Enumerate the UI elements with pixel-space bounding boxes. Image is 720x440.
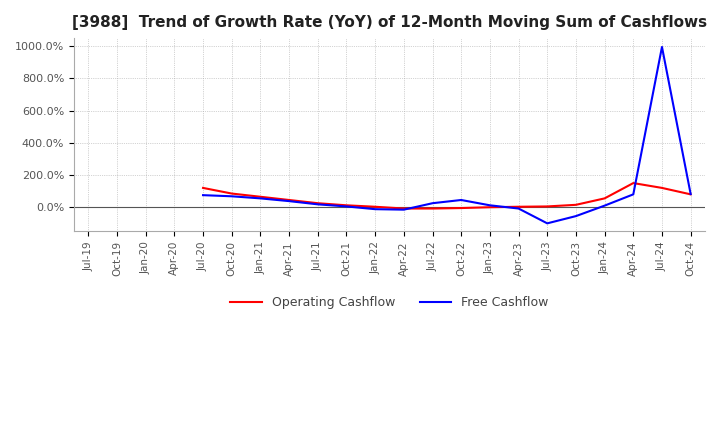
Operating Cashflow [514,204,523,209]
Free Cashflow [600,203,609,208]
Operating Cashflow [457,205,466,211]
Operating Cashflow [199,185,207,191]
Free Cashflow [342,204,351,209]
Operating Cashflow [572,202,580,208]
Free Cashflow [285,198,294,204]
Operating Cashflow [657,185,666,191]
Line: Free Cashflow: Free Cashflow [203,47,690,224]
Operating Cashflow [342,203,351,208]
Title: [3988]  Trend of Growth Rate (YoY) of 12-Month Moving Sum of Cashflows: [3988] Trend of Growth Rate (YoY) of 12-… [72,15,707,30]
Operating Cashflow [600,196,609,201]
Operating Cashflow [313,201,322,206]
Free Cashflow [199,193,207,198]
Free Cashflow [313,202,322,207]
Free Cashflow [686,191,695,197]
Operating Cashflow [543,204,552,209]
Free Cashflow [485,203,494,208]
Free Cashflow [629,192,638,197]
Free Cashflow [400,207,408,212]
Operating Cashflow [285,198,294,203]
Operating Cashflow [428,206,437,211]
Operating Cashflow [686,192,695,197]
Free Cashflow [514,206,523,211]
Free Cashflow [657,44,666,50]
Free Cashflow [371,206,379,212]
Legend: Operating Cashflow, Free Cashflow: Operating Cashflow, Free Cashflow [225,291,554,314]
Free Cashflow [228,194,236,199]
Free Cashflow [457,198,466,203]
Operating Cashflow [371,204,379,209]
Operating Cashflow [256,194,265,199]
Free Cashflow [428,201,437,206]
Operating Cashflow [629,180,638,186]
Free Cashflow [543,221,552,226]
Line: Operating Cashflow: Operating Cashflow [203,183,690,209]
Free Cashflow [256,196,265,201]
Operating Cashflow [485,205,494,210]
Operating Cashflow [400,206,408,211]
Operating Cashflow [228,191,236,196]
Free Cashflow [572,213,580,219]
